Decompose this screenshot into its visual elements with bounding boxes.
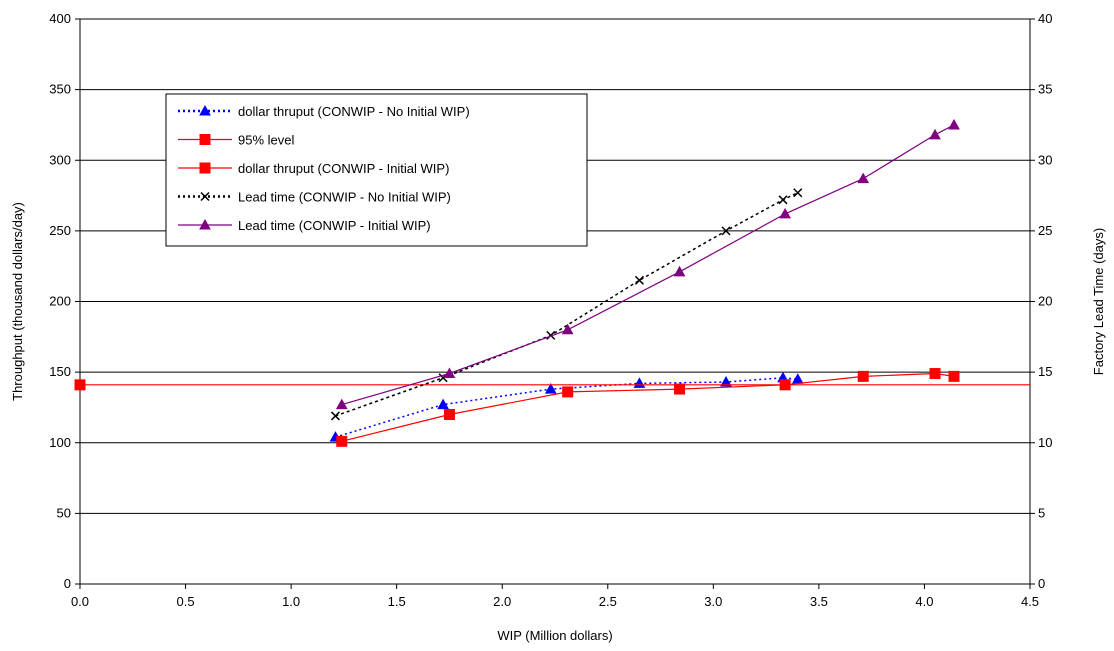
- x-axis-title: WIP (Million dollars): [497, 628, 612, 643]
- series-3-point-4: [721, 226, 731, 236]
- legend: dollar thruput (CONWIP - No Initial WIP)…: [165, 93, 588, 247]
- series-2-point-1: [443, 409, 455, 420]
- series-4-point-5: [857, 172, 870, 184]
- series-2-point-7: [948, 370, 960, 382]
- series-2-point-2: [562, 386, 574, 398]
- legend-label-0: dollar thruput (CONWIP - No Initial WIP): [238, 104, 470, 119]
- x-tick-label-3.5: 3.5: [810, 594, 828, 609]
- y2-axis-title: Factory Lead Time (days): [1091, 228, 1106, 375]
- series-3: [330, 188, 803, 421]
- series-0: [329, 371, 804, 442]
- y-tick-label-250: 250: [49, 223, 71, 238]
- legend-marker-3: [200, 191, 210, 202]
- axis-ticks: 0 50 100 150 200 250 300 350 400 0 5 10 15 20 25 30 35 40…: [49, 11, 1052, 609]
- legend-marker-0: [199, 104, 211, 116]
- y2-tick-label-15: 15: [1038, 364, 1052, 379]
- series-4: [335, 118, 960, 410]
- x-tick-label-2.5: 2.5: [599, 594, 617, 609]
- x-tick-label-4.0: 4.0: [915, 594, 933, 609]
- series-4-point-6: [929, 128, 941, 140]
- y-axis-title: Throughput (thousand dollars/day): [10, 202, 25, 401]
- y-tick-label-50: 50: [57, 505, 71, 520]
- series-2-point-0: [336, 435, 348, 447]
- y-tick-label-400: 400: [49, 11, 71, 26]
- series-4-point-4: [779, 207, 791, 219]
- y-tick-label-300: 300: [49, 152, 71, 167]
- series-1-point-0: [74, 379, 86, 391]
- legend-marker-4: [199, 218, 211, 230]
- series-2-point-3: [674, 383, 686, 395]
- x-tick-label-1.5: 1.5: [388, 594, 406, 609]
- series-4-point-0: [335, 398, 348, 410]
- series-4-point-1: [443, 367, 456, 379]
- y2-tick-label-10: 10: [1038, 435, 1052, 450]
- y-tick-label-100: 100: [49, 435, 71, 450]
- x-tick-label-0.5: 0.5: [177, 594, 195, 609]
- series-2-point-6: [929, 368, 941, 380]
- series-4-point-7: [948, 118, 960, 130]
- x-tick-label-2.0: 2.0: [493, 594, 511, 609]
- legend-label-3: Lead time (CONWIP - No Initial WIP): [238, 190, 451, 205]
- legend-marker-1: [199, 134, 211, 145]
- legend-label-4: Lead time (CONWIP - Initial WIP): [238, 218, 431, 233]
- legend-marker-2: [199, 162, 211, 174]
- x-tick-label-1.0: 1.0: [282, 594, 300, 609]
- series-4-point-2: [561, 323, 574, 335]
- series-3-point-6: [793, 188, 803, 198]
- series-0-point-2: [544, 383, 557, 394]
- series-2-point-4: [779, 379, 791, 391]
- series-3-point-5: [778, 195, 788, 205]
- y2-tick-label-30: 30: [1038, 152, 1052, 167]
- series-3-point-0: [330, 411, 340, 421]
- x-tick-label-0.0: 0.0: [71, 594, 89, 609]
- series-line-2: [341, 372, 955, 442]
- y-tick-label-200: 200: [49, 294, 71, 309]
- legend-box: [165, 93, 588, 247]
- series-3-point-2: [546, 330, 556, 340]
- y-tick-label-150: 150: [49, 364, 71, 379]
- y2-tick-label-20: 20: [1038, 294, 1052, 309]
- series-4-point-3: [673, 265, 686, 277]
- y2-tick-label-40: 40: [1038, 11, 1052, 26]
- y-tick-label-350: 350: [49, 82, 71, 97]
- y2-tick-label-0: 0: [1038, 576, 1045, 591]
- x-tick-label-4.5: 4.5: [1021, 594, 1039, 609]
- series-line-4: [341, 124, 955, 406]
- series-0-point-4: [720, 375, 732, 387]
- y2-tick-label-35: 35: [1038, 82, 1052, 97]
- y2-tick-label-5: 5: [1038, 505, 1045, 520]
- legend-label-1: 95% level: [238, 133, 294, 148]
- series-3-point-3: [634, 275, 644, 285]
- series-1: [74, 379, 1030, 391]
- series-0-point-1: [437, 398, 449, 410]
- series-2-point-5: [857, 370, 869, 382]
- y-tick-label-0: 0: [64, 576, 71, 591]
- series-2: [336, 368, 960, 447]
- x-tick-label-3.0: 3.0: [704, 594, 722, 609]
- y2-tick-label-25: 25: [1038, 223, 1052, 238]
- legend-label-2: dollar thruput (CONWIP - Initial WIP): [238, 161, 449, 176]
- series-layer: [74, 118, 1030, 447]
